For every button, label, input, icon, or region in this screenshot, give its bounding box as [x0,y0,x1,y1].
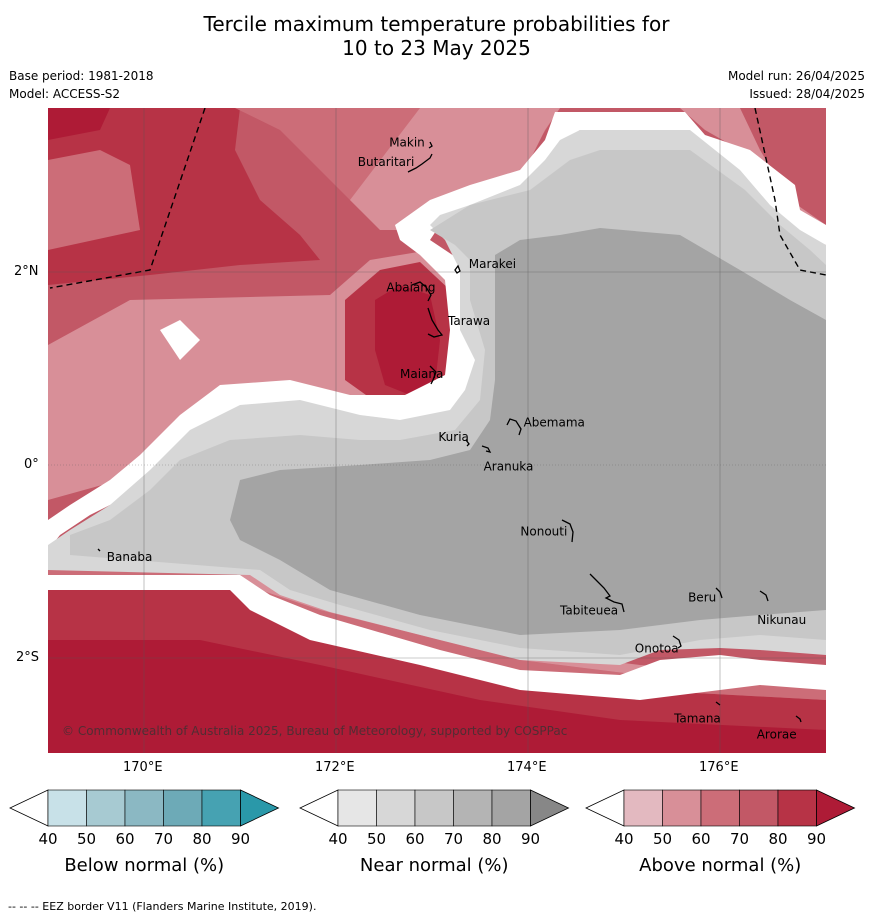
issued-date: Issued: 28/04/2025 [749,87,865,101]
colorbar-above-tick: 40 [614,830,633,848]
lon-tick-170e: 170°E [123,760,163,775]
place-label-butaritari: Butaritari [358,155,415,169]
place-label-kuria: Kuria [438,430,469,444]
place-label-abemama: Abemama [524,415,585,429]
colorbar-near-tick: 60 [405,830,424,848]
colorbar-below-segment [201,789,241,827]
colorbar-below-low-extend [9,789,49,827]
colorbar-above-high-extend [816,789,856,827]
model-run: Model run: 26/04/2025 [727,69,865,83]
colorbar-above-tick: 70 [730,830,749,848]
place-labels: Makin Butaritari Marakei Abaiang Tarawa Maian… [107,136,806,742]
colorbar-above-segment [700,789,740,827]
above-60-north [350,108,560,230]
place-label-banaba: Banaba [107,550,153,564]
place-label-tabiteuea: Tabiteuea [559,603,618,617]
colorbar-above-label: Above normal (%) [639,855,801,876]
colorbar-near-high-extend [530,789,570,827]
place-label-tamana: Tamana [673,711,721,725]
map-title: Tercile maximum temperature probabilitie… [203,12,670,36]
colorbar-above-low-extend [585,789,625,827]
colorbar-below-tick: 70 [154,830,173,848]
colorbar-above-segment [777,789,817,827]
place-label-nonouti: Nonouti [520,525,567,539]
below-40-boundary [48,112,826,700]
colorbar-above-tick: 50 [653,830,672,848]
colorbar-below-label: Below normal (%) [64,855,224,876]
colorbar-below-tick: 80 [192,830,211,848]
colorbar-near-tick: 90 [521,830,540,848]
colorbar-near-segment [376,789,416,827]
lon-tick-176e: 176°E [699,760,739,775]
eez-border-west [49,108,206,289]
colorbar-above-tick: 80 [768,830,787,848]
lat-tick-2n: 2°N [14,264,39,279]
above-70-west [48,150,140,250]
place-label-maiana: Maiana [400,367,443,381]
colorbar-near-segment [414,789,454,827]
colorbar-near-segment [491,789,531,827]
colorbar-below-tick: 90 [231,830,250,848]
place-label-makin: Makin [389,136,425,150]
graticule [48,108,826,753]
colorbar-below-segment [86,789,126,827]
place-label-aranuka: Aranuka [484,460,534,474]
colorbar-above-tick: 60 [691,830,710,848]
eez-footnote: -- -- -- EEZ border V11 (Flanders Marine… [8,900,317,913]
above-90-south [48,640,826,753]
colorbar-below-tick: 40 [38,830,57,848]
colorbar-above: 40 50 60 70 80 90 Above normal (%) [585,789,856,876]
lat-tick-2s: 2°S [16,650,40,665]
colorbar-below-segment [47,789,87,827]
colorbar-near: 40 50 60 70 80 90 Near normal (%) [299,789,570,876]
colorbar-below-segment [124,789,164,827]
place-label-onotoa: Onotoa [635,642,679,656]
colorbar-above-tick: 90 [807,830,826,848]
colorbar-near-tick: 70 [444,830,463,848]
model-name: Model: ACCESS-S2 [9,87,121,101]
lat-tick-0: 0° [24,457,39,472]
colorbar-near-tick: 50 [367,830,386,848]
colorbar-below-tick: 60 [115,830,134,848]
base-period: Base period: 1981-2018 [9,69,154,83]
colorbar-below: 40 50 60 70 80 90 Below normal (%) [9,789,280,876]
colorbar-below-high-extend [240,789,280,827]
place-label-arorae: Arorae [757,728,797,742]
colorbar-near-segment [453,789,493,827]
island-outlines [97,141,802,723]
above-90-tarawa [375,285,440,395]
colorbar-near-tick: 80 [482,830,501,848]
place-label-tarawa: Tarawa [447,314,490,328]
copyright-notice: © Commonwealth of Australia 2025, Bureau… [62,724,567,738]
place-label-abaiang: Abaiang [386,280,435,294]
colorbar-near-label: Near normal (%) [360,855,509,876]
lon-tick-172e: 172°E [315,760,355,775]
colorbar-above-segment [662,789,702,827]
colorbar-near-tick: 40 [328,830,347,848]
colorbar-below-segment [163,789,203,827]
probability-field: Makin Butaritari Marakei Abaiang Tarawa Maian… [48,108,826,753]
place-label-marakei: Marakei [469,257,516,271]
map-subtitle: 10 to 23 May 2025 [342,36,531,60]
above-90-nw [48,108,110,140]
small-white-patch [160,320,200,360]
colorbar-above-segment [739,789,779,827]
place-label-nikunau: Nikunau [757,613,806,627]
colorbar-near-segment [337,789,377,827]
colorbar-below-tick: 50 [77,830,96,848]
colorbar-above-segment [623,789,663,827]
above-80-nw [48,108,320,285]
eez-border-east [754,108,826,276]
colorbar-near-low-extend [299,789,339,827]
lon-tick-174e: 174°E [507,760,547,775]
place-label-beru: Beru [688,590,716,604]
